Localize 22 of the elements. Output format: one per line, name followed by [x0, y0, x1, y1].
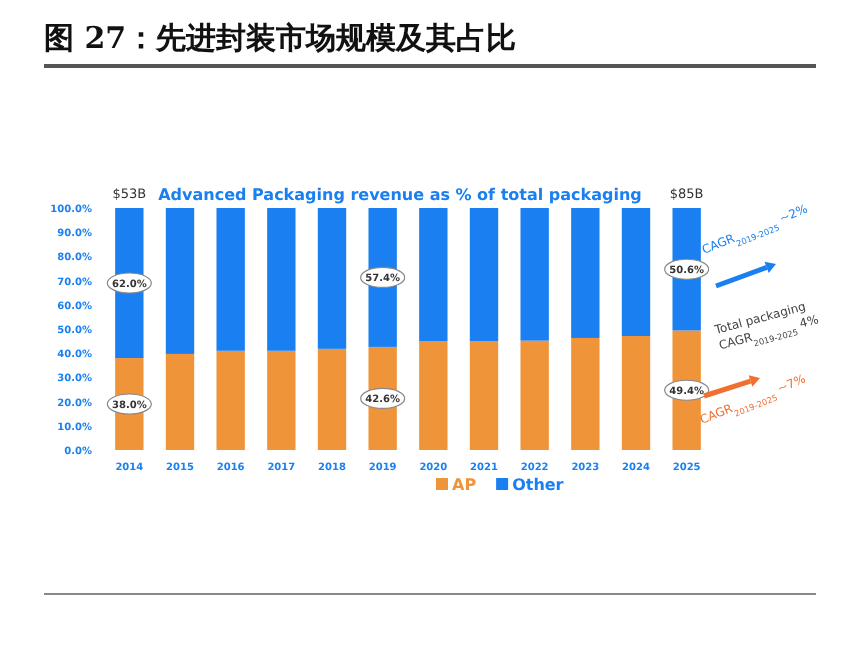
- bar: [520, 340, 549, 450]
- bar: [571, 337, 600, 450]
- legend-label: AP: [452, 476, 477, 494]
- bar: [267, 350, 296, 450]
- chart-subtitle: Advanced Packaging revenue as % of total packaging: [158, 186, 643, 204]
- bar: [216, 350, 245, 450]
- bar: [317, 348, 347, 450]
- bar: [267, 208, 296, 351]
- bar: [419, 341, 448, 450]
- bar: [469, 208, 499, 342]
- bar: [469, 341, 499, 450]
- bar: [419, 208, 448, 342]
- bar: [165, 208, 195, 354]
- bar: [165, 353, 195, 450]
- bar: [216, 208, 245, 351]
- bar: [621, 208, 651, 337]
- bar: [317, 208, 347, 349]
- bar: [621, 336, 651, 450]
- bar: [571, 208, 600, 338]
- chart-title: 图 27：先进封装市场规模及其占比: [44, 20, 517, 56]
- legend-label: Other: [512, 476, 564, 494]
- bar: [520, 208, 549, 341]
